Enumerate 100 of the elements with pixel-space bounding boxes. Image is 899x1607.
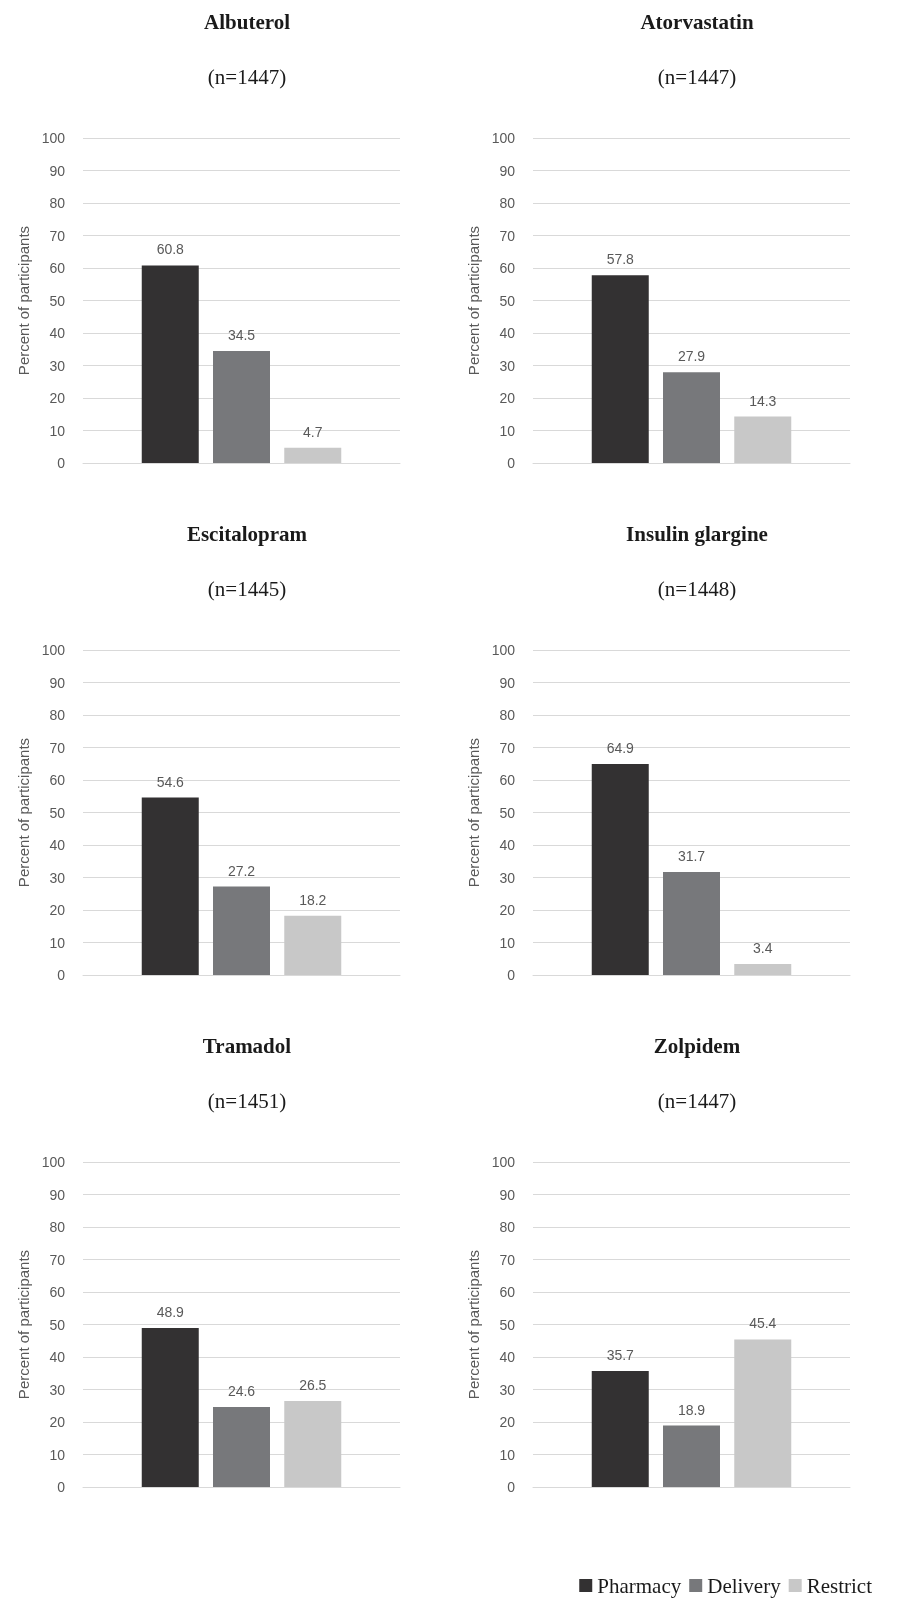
- y-tick-label: 70: [49, 227, 66, 244]
- bar: [663, 372, 720, 463]
- y-tick-label: 10: [499, 1446, 516, 1463]
- y-tick-label: 40: [499, 325, 516, 341]
- y-tick-label: 20: [499, 1414, 516, 1430]
- y-tick-label: 20: [49, 390, 66, 406]
- chart-title: Atorvastatin: [640, 9, 754, 34]
- y-axis-title: Percent of participants: [14, 1249, 32, 1400]
- legend-label: Pharmacy: [597, 1573, 682, 1598]
- y-axis-title: Percent of participants: [14, 737, 32, 888]
- data-label: 54.6: [156, 773, 185, 790]
- y-tick-label: 50: [49, 804, 66, 821]
- y-axis-title: Percent of participants: [464, 1249, 482, 1400]
- y-tick-label: 0: [57, 1479, 66, 1495]
- y-tick-label: 100: [41, 1154, 66, 1170]
- y-tick-label: 60: [499, 772, 516, 788]
- bar: [213, 350, 270, 463]
- chart-title: Albuterol: [204, 9, 291, 34]
- legend-label: Restrict: [806, 1573, 873, 1598]
- bar: [213, 886, 270, 975]
- y-tick-label: 20: [499, 390, 516, 406]
- y-tick-label: 20: [49, 902, 66, 918]
- y-tick-label: 30: [49, 357, 66, 374]
- y-axis-title: Percent of participants: [464, 225, 482, 376]
- y-tick-label: 60: [49, 1284, 66, 1300]
- y-tick-label: 60: [499, 260, 516, 276]
- y-tick-label: 50: [49, 292, 66, 309]
- y-tick-label: 100: [491, 130, 516, 146]
- bar: [284, 447, 342, 463]
- y-tick-label: 30: [499, 357, 516, 374]
- bar: [591, 275, 649, 463]
- y-tick-label: 70: [49, 739, 66, 756]
- y-tick-label: 40: [49, 1349, 66, 1365]
- chart-subtitle: (n=1447): [657, 64, 737, 89]
- data-label: 35.7: [606, 1346, 635, 1363]
- y-tick-label: 80: [49, 707, 66, 723]
- y-tick-label: 40: [499, 837, 516, 853]
- data-label: 18.2: [299, 891, 327, 908]
- data-label: 26.5: [299, 1376, 327, 1393]
- chart-title: Escitalopram: [186, 521, 308, 546]
- chart-title: Insulin glargine: [626, 521, 768, 546]
- y-tick-label: 40: [49, 837, 66, 853]
- bar: [591, 764, 649, 975]
- y-tick-label: 80: [49, 195, 66, 211]
- y-tick-label: 50: [499, 804, 516, 821]
- y-tick-label: 40: [499, 1349, 516, 1365]
- y-tick-label: 0: [507, 455, 516, 471]
- y-tick-label: 100: [491, 1154, 516, 1170]
- y-tick-label: 10: [49, 1446, 66, 1463]
- y-tick-label: 60: [499, 1284, 516, 1300]
- y-tick-label: 100: [491, 642, 516, 658]
- y-tick-label: 100: [41, 130, 66, 146]
- y-tick-label: 0: [507, 1479, 516, 1495]
- bar: [663, 1425, 720, 1487]
- data-label: 31.7: [677, 847, 706, 864]
- y-tick-label: 70: [499, 1251, 516, 1268]
- y-tick-label: 10: [499, 934, 516, 951]
- bar: [734, 963, 792, 975]
- y-tick-label: 30: [49, 1381, 66, 1398]
- data-label: 4.7: [303, 423, 323, 440]
- y-tick-label: 50: [49, 1316, 66, 1333]
- data-label: 27.2: [227, 862, 256, 879]
- y-tick-label: 90: [49, 162, 66, 179]
- chart-subtitle: (n=1445): [207, 576, 287, 601]
- y-tick-label: 90: [49, 1186, 66, 1203]
- bar: [141, 265, 199, 463]
- y-tick-label: 30: [49, 869, 66, 886]
- y-tick-label: 90: [499, 1186, 516, 1203]
- bar: [734, 416, 792, 463]
- y-tick-label: 80: [499, 707, 516, 723]
- chart-subtitle: (n=1451): [207, 1088, 287, 1113]
- bar: [213, 1407, 270, 1487]
- y-tick-label: 60: [49, 260, 66, 276]
- y-tick-label: 0: [57, 455, 66, 471]
- data-label: 48.9: [156, 1304, 185, 1321]
- data-label: 34.5: [227, 326, 256, 343]
- y-tick-label: 20: [499, 902, 516, 918]
- data-label: 45.4: [749, 1315, 777, 1332]
- y-tick-label: 60: [49, 772, 66, 788]
- chart-title: Zolpidem: [653, 1033, 741, 1058]
- y-tick-label: 80: [499, 195, 516, 211]
- bar: [141, 797, 199, 975]
- data-label: 24.6: [227, 1383, 256, 1400]
- chart-subtitle: (n=1448): [657, 576, 737, 601]
- chart-subtitle: (n=1447): [657, 1088, 737, 1113]
- data-label: 18.9: [677, 1401, 706, 1418]
- y-tick-label: 100: [41, 642, 66, 658]
- y-tick-label: 90: [499, 674, 516, 691]
- y-tick-label: 50: [499, 1316, 516, 1333]
- data-label: 3.4: [753, 939, 773, 956]
- data-label: 14.3: [749, 392, 777, 409]
- y-tick-label: 50: [499, 292, 516, 309]
- bar: [284, 915, 342, 975]
- bar: [591, 1370, 649, 1487]
- y-tick-label: 10: [49, 934, 66, 951]
- y-tick-label: 70: [49, 1251, 66, 1268]
- y-tick-label: 0: [57, 967, 66, 983]
- legend-label: Delivery: [707, 1573, 782, 1598]
- y-tick-label: 30: [499, 1381, 516, 1398]
- bar: [284, 1400, 342, 1487]
